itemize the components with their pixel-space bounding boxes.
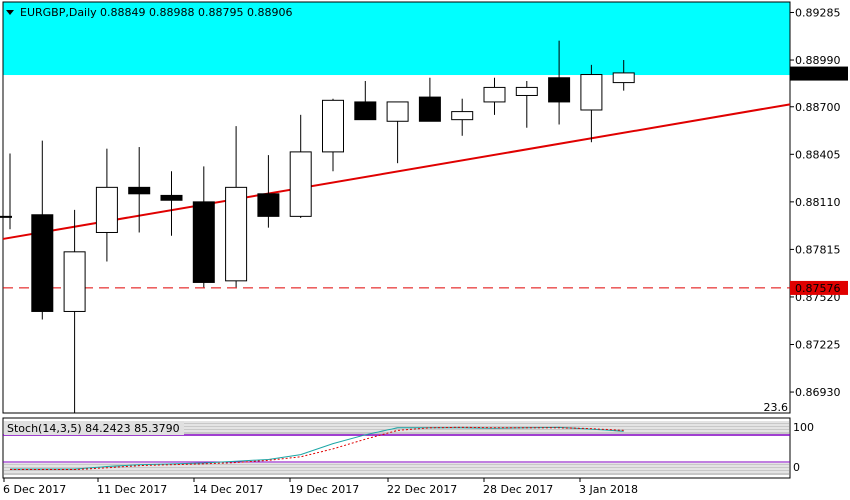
candle-body-bull [289, 151, 312, 217]
candle[interactable] [418, 77, 441, 122]
symbol-timeframe-label: EURGBP,Daily [20, 6, 97, 19]
candle[interactable] [95, 148, 118, 262]
candle[interactable] [0, 153, 12, 230]
candle[interactable] [612, 60, 635, 91]
candle[interactable] [386, 101, 409, 164]
time-axis-label: 6 Dec 2017 [3, 483, 66, 496]
candle-body-bull [95, 186, 118, 233]
candle-body-bull [483, 86, 506, 103]
price-axis-label: 0.88405 [795, 148, 841, 161]
candle-body-bull [386, 101, 409, 122]
price-axis-label: 0.89285 [795, 6, 841, 19]
stoch-level-low-label: 0 [793, 461, 800, 474]
candle[interactable] [451, 98, 474, 136]
candle-body-bull [451, 111, 474, 121]
fib-label: 23.6 [764, 401, 789, 414]
candle[interactable] [354, 80, 377, 121]
price-axis-label: 0.88110 [795, 196, 841, 209]
candle-body-bull [515, 86, 538, 96]
candle-body-bear [31, 214, 54, 312]
ohlc-readout: 0.88849 0.88988 0.88795 0.88906 [100, 6, 292, 19]
candle-body-bull [612, 72, 635, 84]
candle[interactable] [192, 166, 215, 288]
candle[interactable] [580, 64, 603, 143]
candle-body-bear [418, 96, 441, 122]
candle[interactable] [225, 126, 248, 288]
price-axis-label: 0.87225 [795, 339, 841, 352]
time-axis-label: 11 Dec 2017 [97, 483, 167, 496]
candle[interactable] [63, 209, 86, 413]
price-axis-label: 0.88700 [795, 101, 841, 114]
candle[interactable] [515, 80, 538, 128]
price-axis-label: 0.86930 [795, 386, 841, 399]
candle[interactable] [483, 77, 506, 115]
time-axis-label: 14 Dec 2017 [193, 483, 263, 496]
current-price-box [790, 66, 848, 81]
candle[interactable] [289, 114, 312, 218]
candle-body-bear [160, 194, 183, 201]
trendline[interactable] [2, 103, 791, 240]
candle[interactable] [128, 147, 151, 233]
candle-body-bull [63, 251, 86, 312]
dropdown-triangle-icon[interactable] [6, 10, 14, 15]
time-axis-label: 22 Dec 2017 [387, 483, 457, 496]
candle[interactable] [257, 155, 280, 228]
candle-body-bear [257, 193, 280, 217]
candle[interactable] [548, 40, 571, 125]
candle[interactable] [31, 140, 54, 320]
candle-body-bear [128, 186, 151, 195]
highlight-band [3, 2, 790, 76]
stoch-level-high-label: 100 [793, 421, 814, 434]
stoch-label: Stoch(14,3,5) 84.2423 85.3790 [7, 422, 180, 435]
current-price-label: 0.88906 [795, 68, 841, 81]
candle-body-bear [354, 101, 377, 121]
candle-body-bull [322, 99, 344, 153]
hline-price-label: 0.87576 [795, 282, 841, 295]
price-axis-label: 0.87815 [795, 243, 841, 256]
time-axis-label: 28 Dec 2017 [483, 483, 553, 496]
stoch-main-line [10, 426, 624, 470]
candle[interactable] [322, 98, 344, 172]
candle-body-bear [548, 77, 571, 103]
stoch-label-bg [4, 421, 184, 435]
price-axis-label: 0.88990 [795, 54, 841, 67]
hline-price-box [790, 280, 848, 295]
time-axis-label: 19 Dec 2017 [289, 483, 359, 496]
candle-body-bull [225, 186, 248, 282]
time-axis-label: 3 Jan 2018 [579, 483, 638, 496]
candle[interactable] [160, 171, 183, 236]
candle-body-bull [0, 215, 12, 218]
candle-body-bear [192, 201, 215, 283]
candle-body-bull [580, 74, 603, 111]
